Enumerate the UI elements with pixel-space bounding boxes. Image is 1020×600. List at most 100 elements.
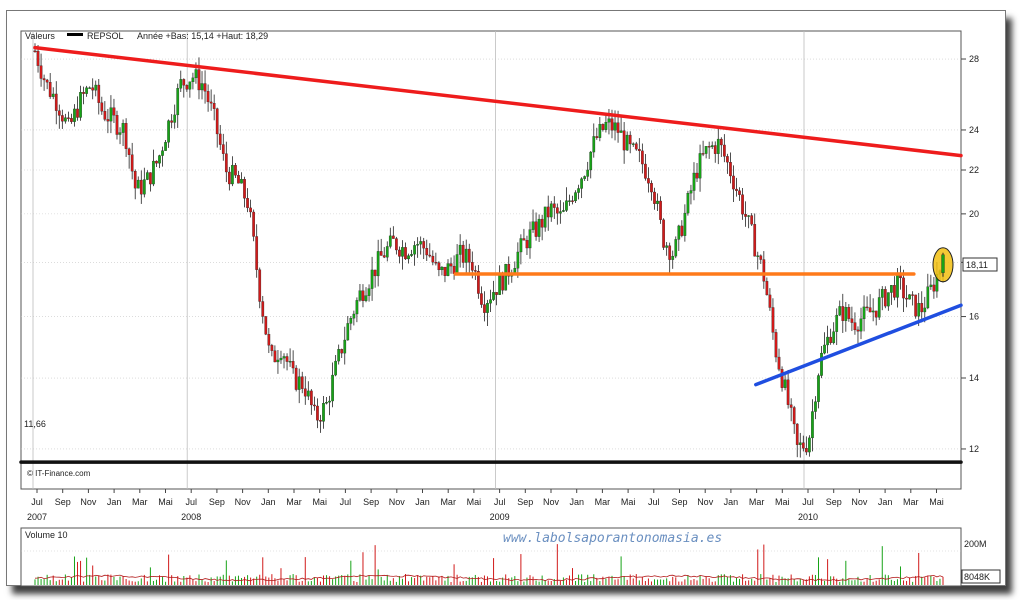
candle-body <box>51 93 55 97</box>
x-tick-label: Mai <box>775 497 790 507</box>
candle-body <box>313 404 316 407</box>
candle-body <box>416 244 419 246</box>
candle-body <box>449 263 453 267</box>
candle-body <box>811 411 814 439</box>
candle-body <box>109 107 113 122</box>
candle-body <box>146 172 149 180</box>
legend-swatch <box>67 33 83 36</box>
candle-body <box>586 169 590 177</box>
candle-body <box>422 241 426 249</box>
candle-body <box>376 251 380 277</box>
candle-body <box>826 336 829 346</box>
candle-body <box>710 145 714 148</box>
candle-body <box>692 172 696 191</box>
stock-chart: 1214161820222428 JulSepNovJanMarMaiJulSe… <box>19 30 1001 587</box>
candle-body <box>862 306 866 320</box>
candle-body <box>191 77 195 83</box>
candle-body <box>923 307 927 313</box>
year-label: 2008 <box>181 512 201 522</box>
candle-body <box>385 246 389 258</box>
candle-body <box>258 269 262 302</box>
candle-body <box>303 388 307 397</box>
x-tick-label: Mar <box>286 497 302 507</box>
candle-body <box>762 259 766 282</box>
candle-body <box>804 448 808 453</box>
candle-body <box>152 160 155 185</box>
candle-body <box>543 206 547 228</box>
series-name: REPSOL <box>87 31 124 41</box>
candle-body <box>789 404 793 408</box>
candle-body <box>431 255 435 263</box>
candle-body <box>228 171 231 185</box>
x-tick-label: Jul <box>31 497 43 507</box>
candle-body <box>659 200 662 220</box>
y-tick-label: 24 <box>969 125 979 135</box>
candle-body <box>559 211 562 214</box>
candle-body <box>139 179 143 195</box>
candle-body <box>528 229 532 249</box>
candle-body <box>282 356 286 359</box>
x-tick-label: Sep <box>55 497 71 507</box>
candle-body <box>732 175 735 190</box>
candle-body <box>489 299 492 304</box>
candle-body <box>768 294 772 308</box>
candle-body <box>577 188 580 193</box>
candle-body <box>622 130 626 151</box>
candle-body <box>723 144 726 157</box>
candle-body <box>890 285 893 293</box>
candle-body <box>744 214 747 217</box>
candle-body <box>54 93 58 111</box>
candle-body <box>856 329 860 332</box>
x-tick-label: Jan <box>724 497 739 507</box>
x-tick-label: Mar <box>595 497 611 507</box>
x-tick-label: Jan <box>415 497 430 507</box>
candle-body <box>759 255 763 260</box>
candle-body <box>883 289 887 307</box>
candle-body <box>610 118 614 131</box>
candle-body <box>410 254 413 256</box>
candle-body <box>316 405 319 421</box>
candle-body <box>182 79 186 86</box>
candle-body <box>780 369 784 388</box>
candle-body <box>707 146 711 148</box>
candle-body <box>562 210 565 212</box>
candle-body <box>911 294 914 296</box>
candle-body <box>188 81 192 90</box>
candle-body <box>841 306 845 321</box>
candle-body <box>349 318 353 324</box>
candle-body <box>607 118 611 123</box>
candle-body <box>79 92 82 118</box>
candle-body <box>76 108 79 118</box>
candle-body <box>871 310 875 313</box>
candle-body <box>516 251 520 269</box>
candle-body <box>458 244 462 255</box>
uptrend-line <box>754 303 963 387</box>
candle-body <box>300 376 304 389</box>
candle-body <box>713 145 717 154</box>
candle-body <box>492 292 495 300</box>
candle-body <box>127 148 131 155</box>
candle-body <box>252 211 255 237</box>
candle-body <box>206 91 210 103</box>
candle-body <box>704 146 708 154</box>
candle-body <box>719 138 723 146</box>
candle-body <box>932 284 936 292</box>
y-tick-label: 12 <box>969 444 979 454</box>
candle-body <box>388 235 392 247</box>
x-tick-label: Sep <box>517 497 533 507</box>
candle-body <box>194 69 198 79</box>
candle-body <box>161 150 164 156</box>
candle-body <box>829 336 832 344</box>
year-label: 2009 <box>490 512 510 522</box>
candle-body <box>85 87 88 94</box>
candle-body <box>325 402 328 404</box>
candle-body <box>270 345 274 351</box>
candle-body <box>650 183 653 193</box>
candle-body <box>155 160 158 164</box>
candle-body <box>73 108 76 122</box>
candle-body <box>747 215 750 217</box>
candle-body <box>886 292 890 307</box>
candle-body <box>671 255 675 260</box>
candle-body <box>914 294 918 317</box>
candle-body <box>808 437 811 453</box>
